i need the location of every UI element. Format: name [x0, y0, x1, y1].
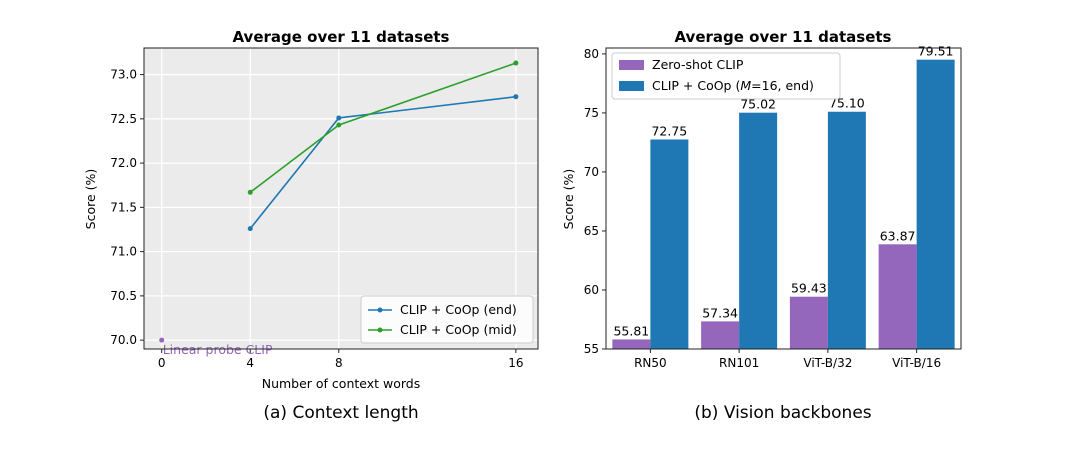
- x-tick-label: 4: [246, 356, 254, 370]
- y-tick-label: 60: [584, 283, 599, 297]
- bar-legend-label-coop-prefix: CLIP + CoOp (: [652, 78, 740, 93]
- bar: [650, 139, 689, 349]
- x-tick-label: 0: [158, 356, 166, 370]
- baseline-point: [159, 337, 165, 343]
- y-tick-label: 72.5: [110, 112, 137, 126]
- line-legend-label-mid: CLIP + CoOp (mid): [400, 322, 517, 337]
- y-tick-label: 70.5: [110, 289, 137, 303]
- line-ticks: 0 4 8 16 70.0 70.5 71.0 71.5 72.0 72.5 73.0: [110, 68, 523, 370]
- x-tick-label: 8: [335, 356, 343, 370]
- bar-value-label: 79.51: [918, 44, 954, 59]
- bar: [827, 111, 866, 349]
- bar-chart-panel: 55.81 72.75 57.34 75.02 59.43 75.10 63.87 79.51…: [561, 28, 962, 423]
- data-point: [336, 122, 342, 128]
- bar-value-label: 55.81: [613, 323, 649, 338]
- line-chart-title: Average over 11 datasets: [232, 28, 449, 46]
- bar: [789, 296, 828, 349]
- bar-value-label: 75.02: [740, 97, 776, 112]
- bar: [878, 244, 917, 349]
- data-point: [336, 115, 342, 121]
- bar-value-label: 63.87: [880, 228, 916, 243]
- y-tick-label: 72.0: [110, 156, 137, 170]
- bar: [739, 112, 778, 350]
- line-legend: CLIP + CoOp (end) CLIP + CoOp (mid): [360, 295, 534, 344]
- data-point: [513, 94, 519, 100]
- x-tick-label: ViT-B/32: [803, 356, 852, 370]
- y-tick-label: 71.5: [110, 200, 137, 214]
- bar-legend-label-coop: CLIP + CoOp (M=16, end): [652, 78, 814, 93]
- line-legend-label-end: CLIP + CoOp (end): [400, 302, 517, 317]
- bar-series-group: 55.81 72.75 57.34 75.02 59.43 75.10 63.87 79.51: [612, 44, 955, 350]
- bar-value-label: 75.10: [829, 96, 865, 111]
- line-chart-panel: Linear probe CLIP 0 4 8 16 70.0 70.5 71.0 71.5 7…: [83, 28, 539, 423]
- y-tick-label: 65: [584, 224, 599, 238]
- data-point: [247, 189, 253, 195]
- bar-y-axis-label: Score (%): [561, 169, 576, 230]
- x-tick-label: RN50: [634, 356, 667, 370]
- data-point: [513, 60, 519, 66]
- bar-legend-label-zeroshot-text: Zero-shot CLIP: [652, 57, 744, 72]
- y-tick-label: 70: [584, 165, 599, 179]
- bar-value-label: 57.34: [702, 305, 738, 320]
- x-tick-label: 16: [508, 356, 523, 370]
- bar-plot-frame: [605, 47, 962, 350]
- x-tick-label: ViT-B/16: [892, 356, 941, 370]
- bar-value-label: 59.43: [791, 281, 827, 296]
- bar: [916, 59, 955, 349]
- baseline-label: Linear probe CLIP: [163, 342, 273, 357]
- y-tick-label: 75: [584, 106, 599, 120]
- bar-chart-title: Average over 11 datasets: [674, 28, 891, 46]
- bar-legend-label-zeroshot: Zero-shot CLIP: [652, 57, 744, 72]
- bar: [701, 321, 740, 349]
- line-x-axis-label: Number of context words: [262, 376, 421, 391]
- data-point: [247, 226, 253, 232]
- bar: [612, 339, 651, 349]
- bar-legend-box: [611, 52, 841, 100]
- x-tick-label: RN101: [719, 356, 759, 370]
- line-legend-marker-mid: [377, 327, 383, 333]
- y-tick-label: 70.0: [110, 333, 137, 347]
- bar-ticks: 55 60 65 70 75 80 RN50 RN101 ViT-B/32 ViT-B/16: [584, 47, 941, 370]
- bar-legend-swatch-zeroshot: [619, 60, 644, 70]
- bar-chart-caption: (b) Vision backbones: [694, 403, 871, 423]
- line-chart-caption: (a) Context length: [263, 403, 418, 423]
- line-series-group: Linear probe CLIP: [159, 60, 519, 357]
- bar-legend-label-coop-m: M: [740, 78, 751, 93]
- bar-value-label: 72.75: [651, 123, 687, 138]
- line-legend-marker-end: [377, 307, 383, 313]
- line-y-axis-label: Score (%): [83, 169, 98, 230]
- y-tick-label: 73.0: [110, 68, 137, 82]
- bar-legend: Zero-shot CLIP CLIP + CoOp (M=16, end): [611, 52, 841, 100]
- bar-legend-label-coop-suffix: =16, end): [751, 78, 814, 93]
- line-legend-box: [360, 295, 534, 344]
- y-tick-label: 55: [584, 342, 599, 356]
- line-plot-frame: [143, 47, 539, 350]
- y-tick-label: 80: [584, 47, 599, 61]
- bar-legend-swatch-coop: [619, 81, 644, 91]
- y-tick-label: 71.0: [110, 245, 137, 259]
